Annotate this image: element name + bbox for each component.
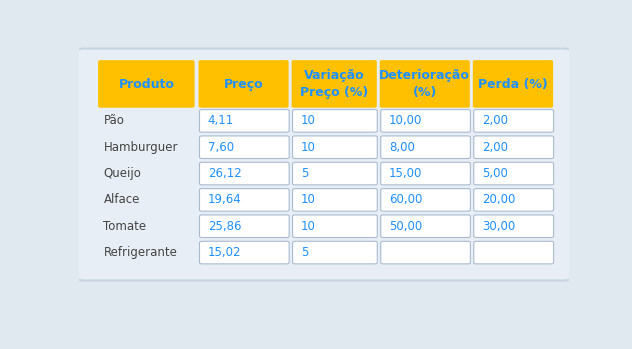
Text: 2,00: 2,00 (482, 114, 508, 127)
Text: Hamburguer: Hamburguer (104, 141, 178, 154)
Text: Variação
Preço (%): Variação Preço (%) (300, 69, 368, 99)
Text: 25,86: 25,86 (208, 220, 241, 233)
FancyBboxPatch shape (380, 110, 470, 132)
Text: 19,64: 19,64 (208, 193, 241, 206)
Text: 10,00: 10,00 (389, 114, 422, 127)
Text: 20,00: 20,00 (482, 193, 516, 206)
FancyBboxPatch shape (380, 136, 470, 158)
Text: 8,00: 8,00 (389, 141, 415, 154)
Text: 60,00: 60,00 (389, 193, 422, 206)
FancyBboxPatch shape (98, 60, 195, 108)
FancyBboxPatch shape (474, 215, 554, 238)
Text: Refrigerante: Refrigerante (104, 246, 178, 259)
Text: 10: 10 (301, 220, 316, 233)
Text: 5: 5 (301, 246, 308, 259)
FancyBboxPatch shape (293, 241, 377, 264)
FancyBboxPatch shape (380, 188, 470, 211)
FancyBboxPatch shape (200, 162, 289, 185)
FancyBboxPatch shape (293, 136, 377, 158)
FancyBboxPatch shape (293, 110, 377, 132)
Text: 26,12: 26,12 (208, 167, 241, 180)
Text: Pão: Pão (104, 114, 125, 127)
FancyBboxPatch shape (291, 60, 377, 108)
Text: Alface: Alface (104, 193, 140, 206)
FancyBboxPatch shape (474, 241, 554, 264)
FancyBboxPatch shape (380, 215, 470, 238)
FancyBboxPatch shape (474, 162, 554, 185)
Text: Produto: Produto (118, 78, 174, 91)
FancyBboxPatch shape (200, 215, 289, 238)
FancyBboxPatch shape (380, 241, 470, 264)
FancyBboxPatch shape (200, 110, 289, 132)
Text: 10: 10 (301, 141, 316, 154)
FancyBboxPatch shape (380, 60, 470, 108)
FancyBboxPatch shape (474, 136, 554, 158)
Text: 2,00: 2,00 (482, 141, 508, 154)
FancyBboxPatch shape (474, 188, 554, 211)
FancyBboxPatch shape (474, 110, 554, 132)
Text: Preço: Preço (224, 78, 264, 91)
Text: Perda (%): Perda (%) (478, 78, 548, 91)
Text: 5: 5 (301, 167, 308, 180)
FancyBboxPatch shape (200, 136, 289, 158)
FancyBboxPatch shape (293, 162, 377, 185)
Text: 50,00: 50,00 (389, 220, 422, 233)
Text: Tomate: Tomate (104, 220, 147, 233)
Text: 15,00: 15,00 (389, 167, 422, 180)
Text: 5,00: 5,00 (482, 167, 508, 180)
FancyBboxPatch shape (293, 215, 377, 238)
Text: 10: 10 (301, 114, 316, 127)
FancyBboxPatch shape (200, 241, 289, 264)
FancyBboxPatch shape (473, 60, 553, 108)
FancyBboxPatch shape (200, 188, 289, 211)
Text: 4,11: 4,11 (208, 114, 234, 127)
FancyBboxPatch shape (293, 188, 377, 211)
Text: 15,02: 15,02 (208, 246, 241, 259)
Text: 10: 10 (301, 193, 316, 206)
FancyBboxPatch shape (198, 60, 289, 108)
Text: 30,00: 30,00 (482, 220, 515, 233)
Text: 7,60: 7,60 (208, 141, 234, 154)
FancyBboxPatch shape (76, 49, 571, 281)
FancyBboxPatch shape (380, 162, 470, 185)
Text: Queijo: Queijo (104, 167, 142, 180)
Text: Deterioração
(%): Deterioração (%) (379, 69, 470, 99)
